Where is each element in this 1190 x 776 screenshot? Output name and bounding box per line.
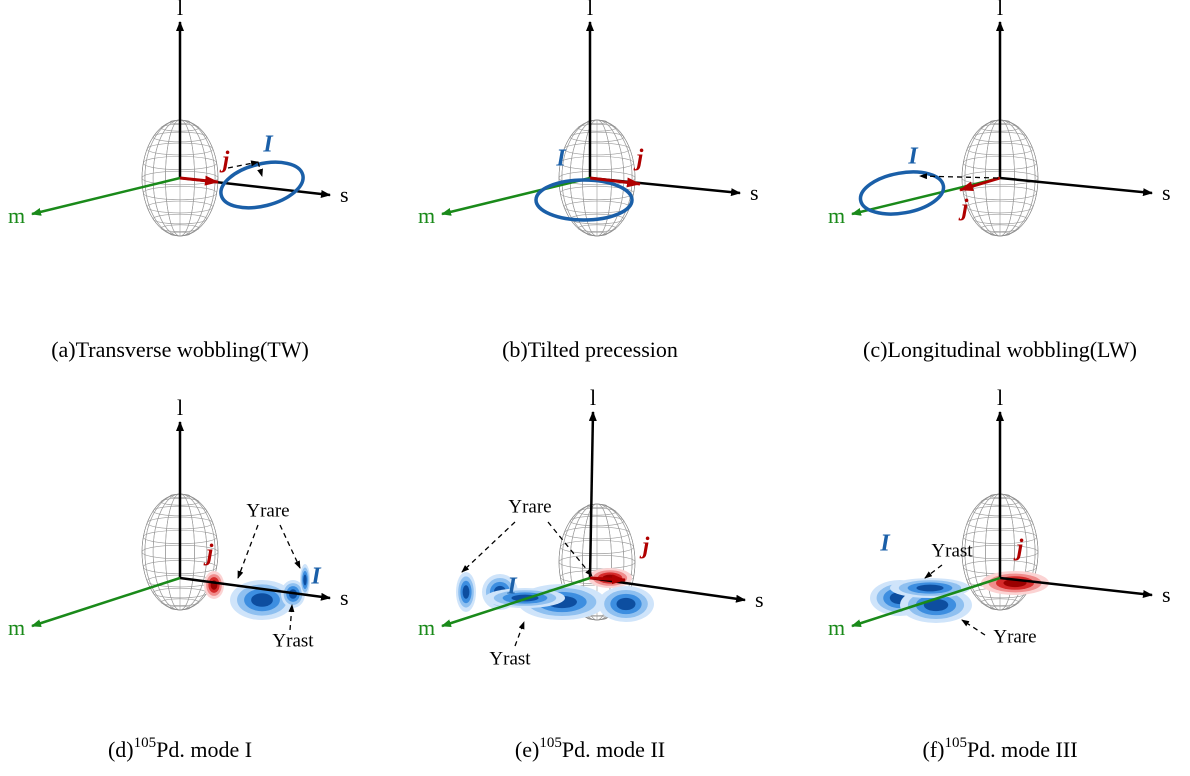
axis-m xyxy=(32,578,180,626)
density-contour xyxy=(616,598,635,610)
density-contour xyxy=(251,593,273,607)
axis-label: s xyxy=(1162,582,1171,607)
caption: (c)Longitudinal wobbling(LW) xyxy=(863,337,1137,362)
density-contour xyxy=(463,585,470,599)
vector-label: I xyxy=(262,132,274,158)
axis-s xyxy=(1000,178,1152,193)
caption-prefix: (e) xyxy=(515,737,539,762)
pointer xyxy=(925,565,942,578)
pointer xyxy=(238,525,258,578)
axis-label: s xyxy=(1162,180,1171,205)
caption-superscript: 105 xyxy=(134,735,157,751)
vector-label: I xyxy=(555,146,567,172)
density-contour xyxy=(916,585,943,592)
axis-m xyxy=(32,178,180,214)
state-label: Yrast xyxy=(272,630,314,651)
axis-label: s xyxy=(340,585,349,610)
vector-label: I xyxy=(879,531,891,557)
j-vector xyxy=(590,578,625,580)
caption-prefix: (d) xyxy=(108,737,134,762)
vector-label: I xyxy=(506,574,518,600)
axis-label: s xyxy=(750,180,759,205)
state-label: Yrare xyxy=(508,496,551,517)
axis-label: m xyxy=(418,615,435,640)
pointer xyxy=(920,176,998,178)
pointer xyxy=(462,522,515,572)
vector-label: I xyxy=(907,144,919,170)
state-label: Yrare xyxy=(246,500,289,521)
precession-cone xyxy=(216,154,308,215)
axis-label: s xyxy=(340,182,349,207)
vector-label: j xyxy=(639,534,650,560)
caption: (b)Tilted precession xyxy=(502,337,678,362)
state-label: Yrast xyxy=(489,648,531,669)
axis-l xyxy=(590,412,593,578)
caption: (a)Transverse wobbling(TW) xyxy=(51,337,309,362)
axis-label: m xyxy=(8,203,25,228)
j-vector xyxy=(180,178,218,182)
state-label: Yrare xyxy=(993,626,1036,647)
caption-text: Pd. mode III xyxy=(967,737,1078,762)
vector-label: j xyxy=(203,541,214,567)
axis-label: m xyxy=(8,615,25,640)
caption-superscript: 105 xyxy=(944,735,967,751)
axis-label: s xyxy=(755,587,764,612)
pointer xyxy=(280,525,300,568)
precession-cone xyxy=(536,180,632,220)
axis-m xyxy=(442,178,590,214)
state-label: Yrast xyxy=(931,540,973,561)
vector-label: I xyxy=(310,564,322,590)
axis-label: l xyxy=(590,385,596,410)
caption: (d)105Pd. mode I xyxy=(108,735,252,762)
axis-label: m xyxy=(828,615,845,640)
figure: l s m j I (a)Transverse wobbling(TW) l s m j I (b)T… xyxy=(0,0,1190,776)
pointer xyxy=(515,622,524,646)
caption-text: Pd. mode II xyxy=(562,737,665,762)
axis-label: l xyxy=(997,385,1003,410)
vector-label: j xyxy=(219,148,230,174)
caption-prefix: (f) xyxy=(922,737,944,762)
vector-label: j xyxy=(958,196,969,222)
axis-label: l xyxy=(587,0,593,20)
axis-label: m xyxy=(828,203,845,228)
axis-label: l xyxy=(177,0,183,20)
caption: (f)105Pd. mode III xyxy=(922,735,1077,762)
caption: (e)105Pd. mode II xyxy=(515,735,665,762)
density-contour xyxy=(303,575,306,586)
pointer xyxy=(962,620,985,635)
axis-label: l xyxy=(177,395,183,420)
caption-text: Pd. mode I xyxy=(156,737,252,762)
j-vector xyxy=(960,178,1000,190)
caption-superscript: 105 xyxy=(539,735,562,751)
axis-label: m xyxy=(418,203,435,228)
axis-label: l xyxy=(997,0,1003,20)
